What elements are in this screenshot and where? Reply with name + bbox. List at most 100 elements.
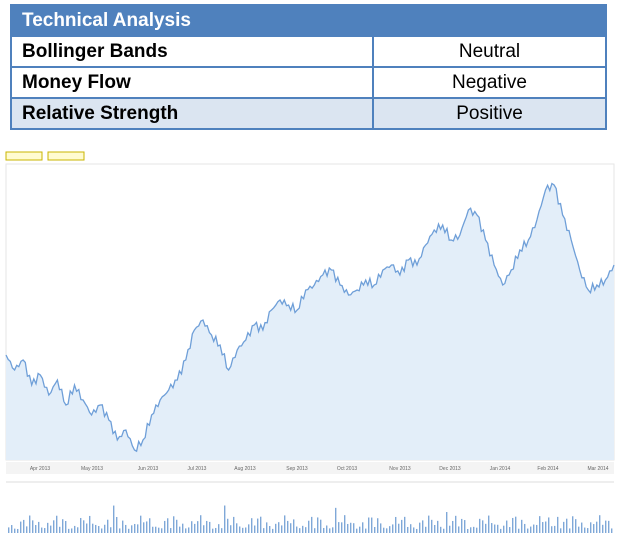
volume-bar bbox=[422, 520, 424, 533]
volume-bar bbox=[209, 521, 211, 533]
price-area bbox=[6, 183, 614, 460]
x-tick-label: Mar 2014 bbox=[587, 466, 608, 472]
volume-bar bbox=[293, 519, 295, 533]
volume-bar bbox=[470, 527, 472, 533]
volume-bar bbox=[551, 526, 553, 533]
volume-bar bbox=[479, 518, 481, 533]
x-tick-label: Aug 2013 bbox=[234, 466, 256, 472]
volume-bar bbox=[455, 515, 457, 533]
volume-bar bbox=[188, 527, 190, 533]
volume-bar bbox=[605, 520, 607, 533]
volume-bar bbox=[116, 516, 118, 533]
date-box bbox=[47, 151, 85, 161]
volume-bar bbox=[518, 528, 520, 533]
volume-bar bbox=[317, 517, 319, 533]
indicator: Money Flow bbox=[10, 66, 374, 99]
volume-bar bbox=[212, 528, 214, 533]
volume-bar bbox=[80, 517, 82, 533]
volume-bar bbox=[329, 528, 331, 533]
volume-bar bbox=[89, 515, 91, 533]
volume-bar bbox=[275, 523, 277, 533]
volume-bar bbox=[23, 519, 25, 533]
volume-bar bbox=[563, 521, 565, 533]
volume-bar bbox=[473, 526, 475, 533]
volume-bar bbox=[404, 516, 406, 533]
volume-bar bbox=[413, 527, 415, 533]
volume-bar bbox=[221, 528, 223, 533]
volume-bar bbox=[584, 527, 586, 533]
volume-bar bbox=[74, 525, 76, 533]
volume-bar bbox=[53, 520, 55, 533]
volume-bar bbox=[440, 526, 442, 533]
volume-bar bbox=[110, 527, 112, 533]
volume-bar bbox=[575, 519, 577, 533]
x-tick-label: Jan 2014 bbox=[490, 466, 511, 472]
volume-bar bbox=[251, 518, 253, 533]
volume-bar bbox=[425, 526, 427, 533]
volume-bar bbox=[539, 516, 541, 533]
volume-bar bbox=[50, 525, 52, 533]
volume-bar bbox=[176, 519, 178, 533]
volume-bar bbox=[311, 516, 313, 533]
volume-bar bbox=[254, 525, 256, 533]
x-tick-label: Jul 2013 bbox=[188, 466, 207, 472]
volume-bar bbox=[95, 524, 97, 533]
volume-bar bbox=[530, 526, 532, 533]
volume-bar bbox=[524, 523, 526, 533]
volume-bar bbox=[170, 528, 172, 533]
volume-bar bbox=[377, 518, 379, 533]
volume-bar bbox=[206, 520, 208, 533]
volume-bar bbox=[113, 505, 115, 533]
volume-bar bbox=[122, 520, 124, 533]
volume-bar bbox=[191, 521, 193, 533]
volume-bar bbox=[143, 522, 145, 533]
volume-bar bbox=[263, 528, 265, 533]
volume-bar bbox=[572, 516, 574, 533]
volume-bar bbox=[353, 523, 355, 533]
volume-bar bbox=[11, 525, 13, 533]
volume-bar bbox=[497, 524, 499, 533]
volume-bar bbox=[401, 519, 403, 533]
volume-bar bbox=[323, 527, 325, 533]
volume-bar bbox=[527, 528, 529, 533]
signal: Negative bbox=[372, 66, 607, 99]
indicator: Bollinger Bands bbox=[10, 35, 374, 68]
volume-bar bbox=[104, 524, 106, 533]
x-tick-label: Nov 2013 bbox=[389, 466, 411, 472]
volume-bar bbox=[380, 523, 382, 533]
volume-bar bbox=[68, 528, 70, 533]
x-tick-label: May 2013 bbox=[81, 466, 103, 472]
volume-bar bbox=[452, 520, 454, 533]
table-title: Technical Analysis bbox=[10, 4, 607, 37]
volume-bar bbox=[341, 522, 343, 533]
volume-bar bbox=[344, 515, 346, 533]
volume-bar bbox=[368, 517, 370, 533]
volume-bar bbox=[62, 519, 64, 533]
volume-bar bbox=[140, 515, 142, 533]
volume-bar bbox=[128, 528, 130, 533]
volume-bar bbox=[290, 523, 292, 533]
volume-bar bbox=[239, 526, 241, 533]
volume-bar bbox=[566, 518, 568, 533]
volume-bar bbox=[14, 528, 16, 533]
volume-bar bbox=[200, 515, 202, 533]
x-axis-band bbox=[6, 462, 614, 474]
volume-bar bbox=[506, 520, 508, 533]
volume-bar bbox=[386, 528, 388, 533]
volume-bar bbox=[371, 517, 373, 533]
volume-bar bbox=[410, 524, 412, 533]
technical-table: Technical Analysis Bollinger Bands Neutra… bbox=[10, 4, 607, 130]
volume-bar bbox=[260, 516, 262, 533]
volume-bar bbox=[383, 527, 385, 533]
volume-bar bbox=[491, 523, 493, 533]
volume-bar bbox=[230, 525, 232, 533]
volume-bar bbox=[443, 528, 445, 533]
volume-bar bbox=[389, 526, 391, 533]
volume-bar bbox=[509, 527, 511, 533]
volume-bar bbox=[215, 527, 217, 533]
volume-bar bbox=[197, 521, 199, 533]
volume-bar bbox=[107, 519, 109, 533]
volume-bar bbox=[179, 526, 181, 533]
volume-bar bbox=[374, 527, 376, 533]
volume-bar bbox=[161, 528, 163, 533]
